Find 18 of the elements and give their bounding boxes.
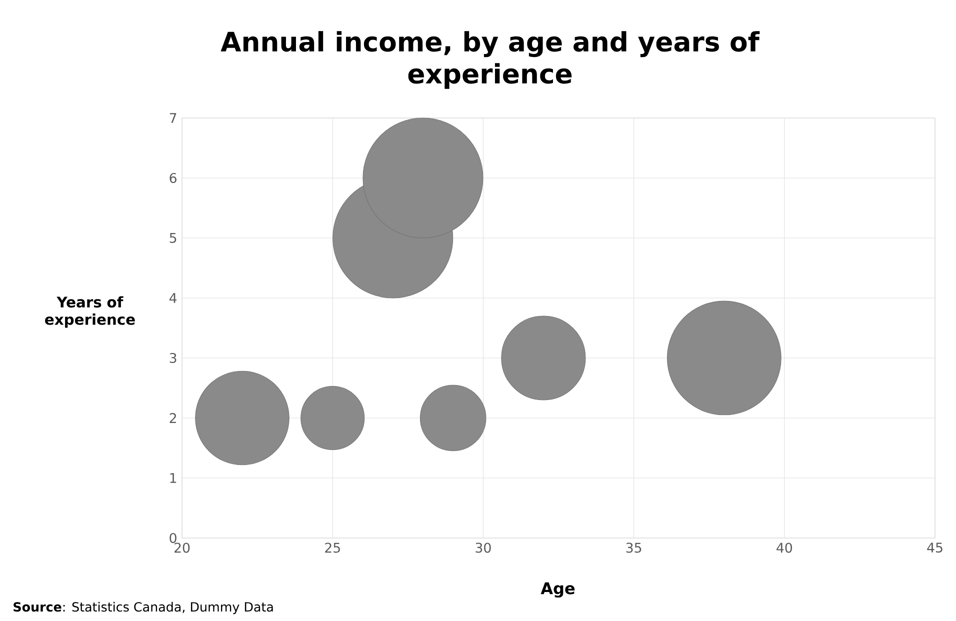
y-tick-label: 1 bbox=[170, 473, 176, 483]
x-tick-label: 35 bbox=[626, 542, 642, 553]
x-tick-label: 30 bbox=[476, 542, 491, 553]
x-tick-label: 25 bbox=[325, 542, 340, 553]
x-tick-label: 45 bbox=[927, 542, 942, 553]
y-tick-label: 5 bbox=[170, 233, 176, 243]
chart-title: Annual income, by age and years of experience bbox=[220, 31, 760, 89]
y-tick-label: 0 bbox=[170, 532, 176, 544]
y-tick-label: 7 bbox=[170, 113, 176, 123]
x-tick-label: 40 bbox=[776, 542, 792, 553]
y-axis-title: Years of experience bbox=[45, 296, 135, 328]
y-tick-label: 3 bbox=[170, 352, 176, 364]
text: Source: Statistics Canada, Dummy Data bbox=[14, 602, 273, 614]
y-tick-label: 6 bbox=[170, 172, 176, 184]
x-tick-label: 20 bbox=[174, 542, 190, 553]
y-tick-label: 2 bbox=[170, 413, 176, 423]
x-axis-title: Age bbox=[540, 582, 575, 598]
y-tick-label: 4 bbox=[169, 293, 177, 303]
